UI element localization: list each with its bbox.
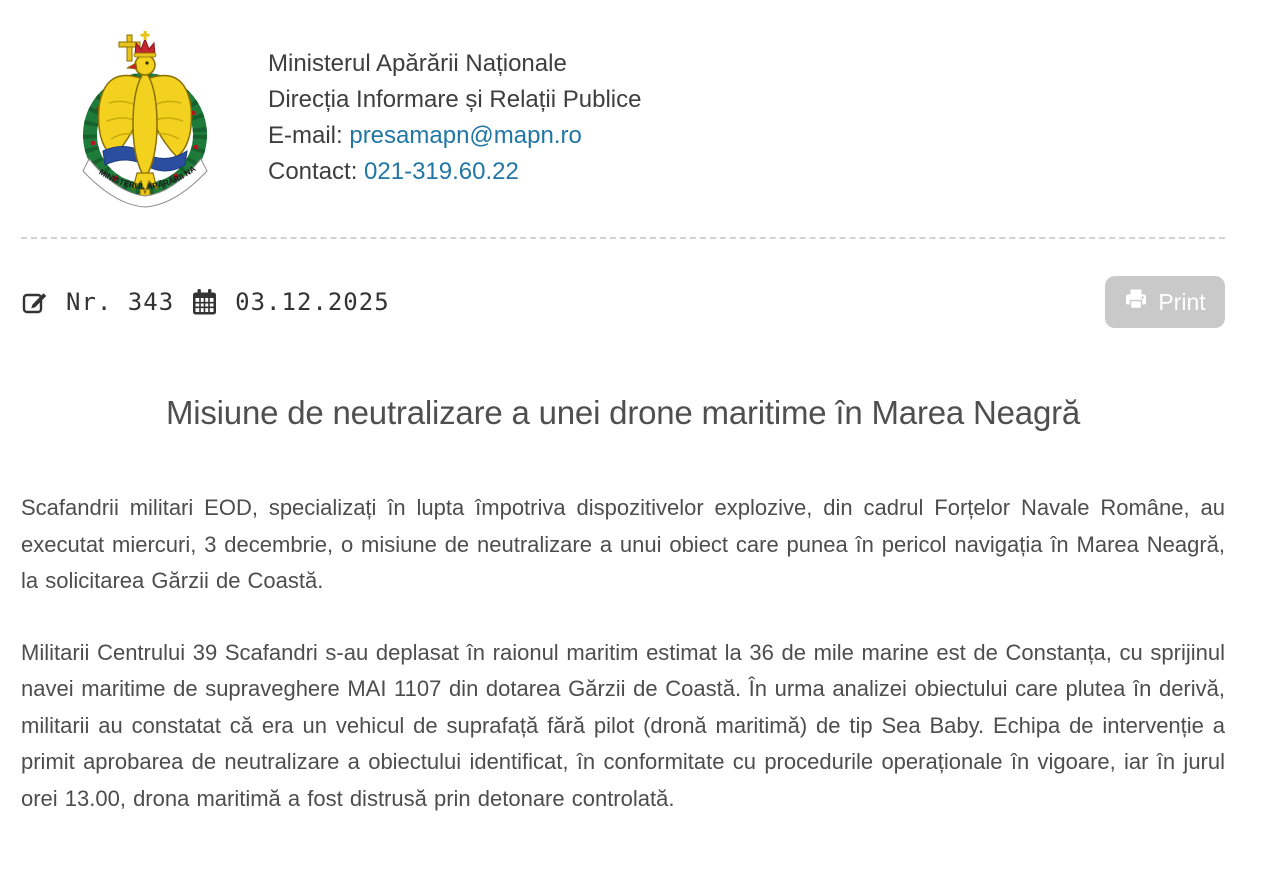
edit-icon	[21, 288, 49, 316]
document-number: Nr. 343	[66, 288, 175, 316]
cross-icon	[118, 34, 141, 62]
page-header: MINISTERUL APĂRĂRII NAȚIONALE Ministerul…	[21, 13, 1225, 209]
press-release-page: MINISTERUL APĂRĂRII NAȚIONALE Ministerul…	[21, 0, 1225, 817]
calendar-icon	[191, 288, 218, 316]
article-paragraph: Militarii Centrului 39 Scafandri s-au de…	[21, 639, 1225, 811]
email-link[interactable]: presamapn@mapn.ro	[349, 122, 582, 149]
email-line: E-mail: presamapn@mapn.ro	[268, 118, 641, 154]
crown-icon	[133, 31, 157, 58]
dashed-divider	[21, 237, 1225, 239]
contact-label: Contact:	[268, 158, 365, 185]
article-paragraph: Scafandrii militari EOD, specializați în…	[21, 495, 1225, 593]
mapn-coat-of-arms-logo: MINISTERUL APĂRĂRII NAȚIONALE	[75, 13, 208, 208]
department-name: Direcția Informare și Relații Publice	[268, 86, 642, 113]
email-label: E-mail:	[268, 122, 350, 149]
contact-line: Contact: 021-319.60.22	[268, 154, 641, 190]
print-button-label: Print	[1158, 288, 1206, 315]
print-icon	[1124, 287, 1148, 317]
article-title: Misiune de neutralizare a unei drone mar…	[165, 394, 1081, 431]
document-meta-row: Nr. 343 03.12.2025	[21, 276, 1225, 328]
phone-link[interactable]: 021-319.60.22	[364, 158, 519, 185]
document-date: 03.12.2025	[235, 288, 390, 316]
header-contact-info: Ministerul Apărării Naționale Direcția I…	[268, 13, 641, 190]
org-name: Ministerul Apărării Naționale	[268, 50, 567, 77]
document-meta: Nr. 343 03.12.2025	[21, 288, 390, 316]
article-body: Scafandrii militari EOD, specializați în…	[21, 490, 1225, 817]
print-button[interactable]: Print	[1105, 276, 1225, 328]
